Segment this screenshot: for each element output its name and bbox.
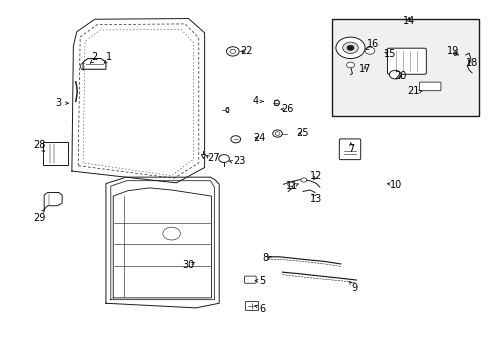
- Text: 18: 18: [465, 58, 477, 68]
- Text: 20: 20: [393, 71, 406, 81]
- Circle shape: [388, 70, 400, 79]
- Text: 22: 22: [240, 46, 253, 56]
- Circle shape: [229, 49, 235, 54]
- Text: 29: 29: [33, 212, 45, 222]
- Text: 11: 11: [285, 181, 298, 192]
- Circle shape: [365, 47, 374, 54]
- FancyBboxPatch shape: [386, 48, 426, 74]
- Text: 26: 26: [281, 104, 293, 114]
- Text: 21: 21: [407, 86, 419, 96]
- Text: 24: 24: [252, 133, 264, 143]
- Circle shape: [346, 45, 353, 50]
- Text: 28: 28: [33, 140, 45, 150]
- Circle shape: [218, 155, 229, 162]
- Circle shape: [300, 178, 306, 182]
- Text: 8: 8: [262, 252, 268, 262]
- Text: 17: 17: [358, 64, 370, 74]
- Text: 9: 9: [350, 283, 357, 293]
- Circle shape: [163, 227, 180, 240]
- Circle shape: [275, 132, 280, 135]
- Text: 15: 15: [384, 49, 396, 59]
- Text: 23: 23: [233, 157, 245, 166]
- FancyBboxPatch shape: [419, 82, 440, 91]
- FancyBboxPatch shape: [43, 143, 68, 165]
- Circle shape: [342, 42, 358, 54]
- Text: 2: 2: [91, 52, 98, 62]
- Circle shape: [346, 62, 354, 68]
- Bar: [331, 18, 478, 116]
- Circle shape: [335, 37, 365, 59]
- FancyBboxPatch shape: [245, 301, 258, 310]
- Text: 1: 1: [106, 52, 112, 62]
- Text: 7: 7: [347, 144, 354, 154]
- Text: 27: 27: [207, 153, 219, 163]
- Text: 30: 30: [182, 260, 194, 270]
- Text: 6: 6: [259, 304, 265, 314]
- FancyBboxPatch shape: [244, 276, 256, 283]
- Circle shape: [226, 47, 239, 56]
- Text: 12: 12: [310, 171, 322, 181]
- Text: 25: 25: [296, 128, 308, 138]
- Text: 16: 16: [366, 39, 379, 49]
- Text: 4: 4: [252, 96, 258, 107]
- Text: 14: 14: [402, 17, 414, 26]
- Text: 13: 13: [310, 194, 322, 203]
- Circle shape: [272, 130, 282, 137]
- Circle shape: [287, 182, 293, 186]
- Text: 5: 5: [259, 276, 265, 286]
- Text: 19: 19: [447, 46, 459, 56]
- Text: 10: 10: [389, 180, 402, 190]
- Text: 3: 3: [56, 98, 61, 108]
- FancyBboxPatch shape: [339, 139, 360, 159]
- Circle shape: [230, 136, 240, 143]
